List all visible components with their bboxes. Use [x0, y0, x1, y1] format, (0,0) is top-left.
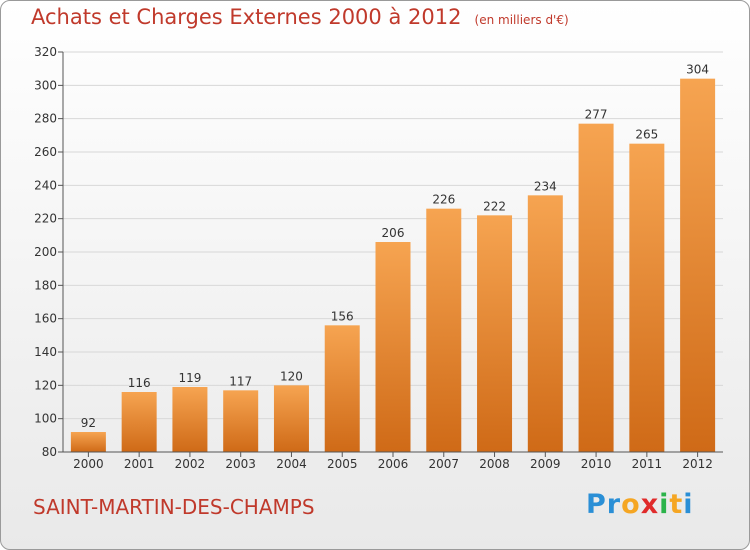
x-tick-label: 2005: [327, 457, 358, 471]
y-tick-label: 200: [34, 245, 57, 259]
bar: [223, 390, 259, 452]
y-tick-label: 140: [34, 345, 57, 359]
data-label: 226: [432, 193, 455, 207]
logo-letter: i: [683, 489, 694, 520]
data-label: 120: [280, 369, 303, 383]
y-tick-label: 160: [34, 312, 57, 326]
data-label: 277: [585, 108, 608, 122]
x-tick-label: 2010: [581, 457, 612, 471]
chart-subtitle: (en milliers d'€): [474, 13, 569, 27]
x-tick-label: 2001: [124, 457, 155, 471]
x-tick-label: 2006: [378, 457, 409, 471]
data-label: 206: [382, 226, 405, 240]
bar: [375, 242, 411, 452]
logo-letter: r: [606, 489, 622, 520]
y-tick-label: 120: [34, 378, 57, 392]
bar: [629, 143, 665, 452]
chart-title: Achats et Charges Externes 2000 à 2012: [31, 5, 462, 29]
data-label: 222: [483, 199, 506, 213]
bar: [426, 208, 462, 452]
data-label: 234: [534, 179, 557, 193]
commune-name: SAINT-MARTIN-DES-CHAMPS: [33, 495, 315, 519]
data-label: 119: [178, 371, 201, 385]
data-label: 92: [81, 416, 96, 430]
y-tick-label: 180: [34, 278, 57, 292]
bar: [324, 325, 360, 452]
y-tick-label: 300: [34, 78, 57, 92]
x-tick-label: 2011: [632, 457, 663, 471]
title-row: Achats et Charges Externes 2000 à 2012 (…: [31, 5, 569, 29]
bar: [121, 392, 157, 452]
y-tick-label: 280: [34, 112, 57, 126]
x-tick-label: 2007: [428, 457, 459, 471]
data-label: 304: [686, 63, 709, 77]
bar: [477, 215, 513, 452]
x-tick-label: 2000: [73, 457, 104, 471]
y-tick-label: 80: [42, 445, 57, 459]
data-label: 116: [128, 376, 151, 390]
x-tick-label: 2012: [682, 457, 713, 471]
bar: [680, 78, 716, 453]
y-tick-label: 260: [34, 145, 57, 159]
x-tick-label: 2002: [175, 457, 206, 471]
proxiti-logo: Proxiti: [586, 489, 694, 520]
y-tick-label: 100: [34, 412, 57, 426]
x-tick-label: 2008: [479, 457, 510, 471]
logo-letter: x: [640, 489, 660, 520]
data-label: 156: [331, 309, 354, 323]
bar: [172, 387, 208, 452]
data-label: 265: [635, 128, 658, 142]
logo-letter: P: [586, 489, 607, 520]
logo-letter: t: [669, 489, 684, 520]
bar: [273, 385, 309, 452]
y-tick-label: 240: [34, 178, 57, 192]
bar: [527, 195, 563, 453]
x-tick-label: 2004: [276, 457, 307, 471]
logo-letter: o: [621, 489, 641, 520]
x-tick-label: 2009: [530, 457, 561, 471]
bar: [70, 432, 106, 452]
logo-letter: i: [659, 489, 670, 520]
bar: [578, 123, 614, 453]
y-tick-label: 320: [34, 45, 57, 59]
data-label: 117: [229, 374, 252, 388]
y-tick-label: 220: [34, 212, 57, 226]
x-tick-label: 2003: [225, 457, 256, 471]
